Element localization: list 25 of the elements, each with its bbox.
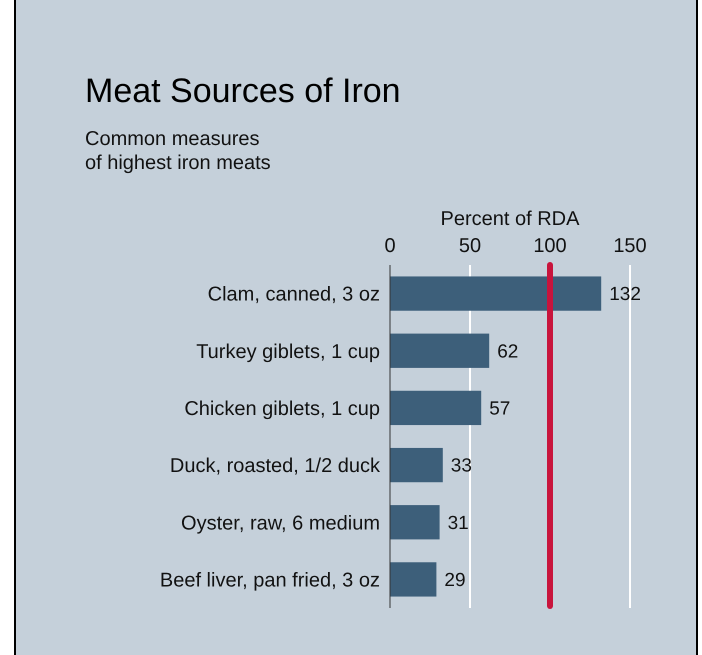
bar [390,448,443,482]
x-tick-label: 50 [458,235,482,257]
y-tick-label: Beef liver, pan fried, 3 oz [160,569,380,592]
x-tick-label: 100 [533,235,567,257]
y-tick-label: Turkey giblets, 1 cup [196,340,380,363]
bar [390,562,436,597]
x-axis-title: Percent of RDA [440,208,580,230]
data-label: 57 [489,398,510,420]
x-tick-label: 0 [384,235,396,257]
bar [390,334,490,368]
data-label: 33 [450,456,472,477]
data-label: 62 [497,341,518,362]
y-tick-label: Clam, canned, 3 oz [208,284,380,306]
x-tick-label: 150 [613,235,647,257]
text: Common measures of highest iron meats [85,128,271,174]
data-label: 29 [444,570,466,592]
data-label: 31 [448,512,469,534]
chart-title: Meat Sources of Iron [85,72,401,110]
bar [390,390,482,426]
y-tick-label: Chicken giblets, 1 cup [184,398,380,420]
y-tick-label: Oyster, raw, 6 medium [181,512,380,534]
bar [390,276,602,311]
bar [390,505,440,540]
y-tick-label: Duck, roasted, 1/2 duck [170,455,381,478]
data-label: 132 [609,284,641,306]
